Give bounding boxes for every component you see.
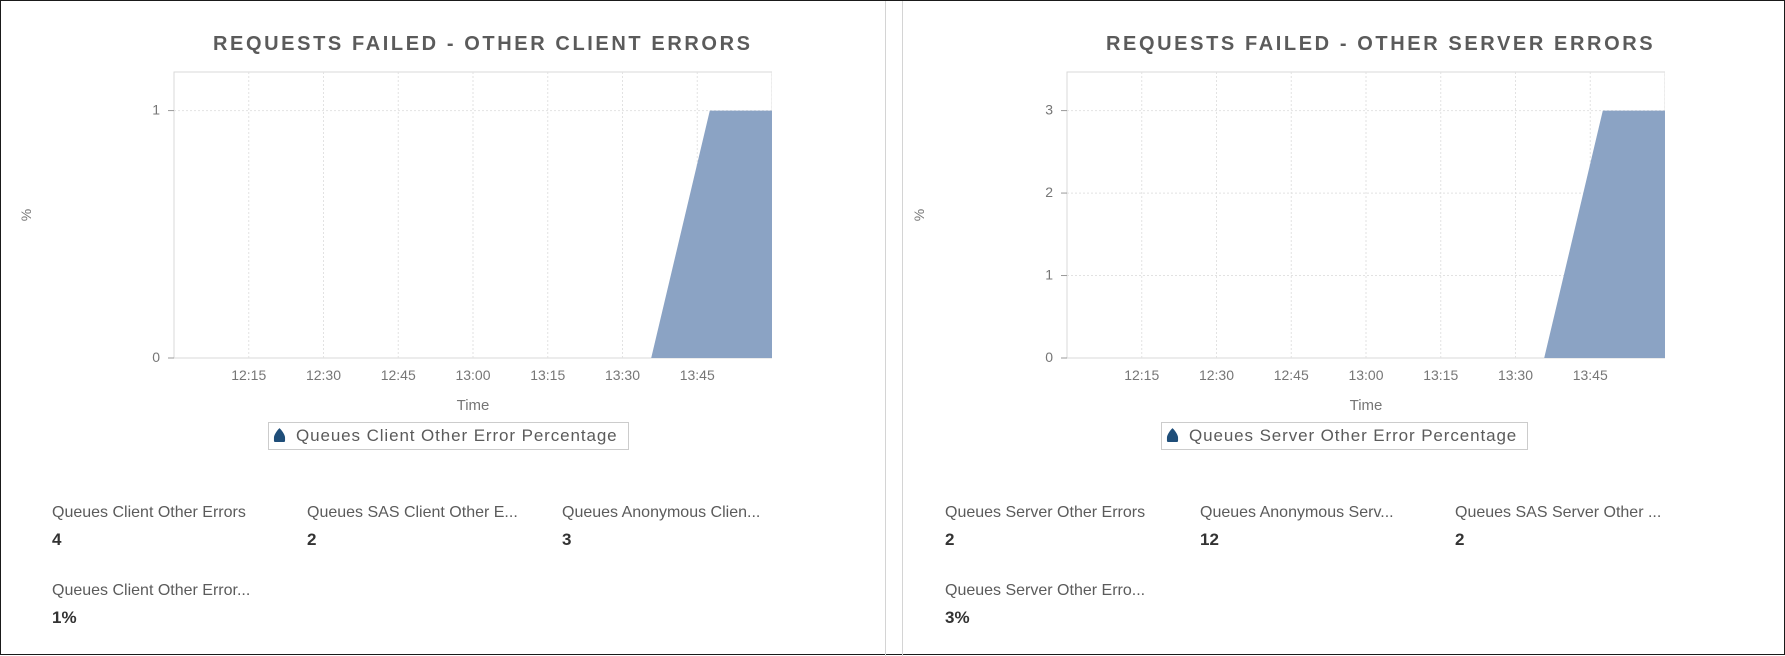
svg-text:13:45: 13:45: [680, 367, 715, 383]
svg-text:13:30: 13:30: [1498, 367, 1533, 383]
svg-text:12:30: 12:30: [306, 367, 341, 383]
svg-text:13:15: 13:15: [530, 367, 565, 383]
svg-text:13:30: 13:30: [605, 367, 640, 383]
svg-text:13:45: 13:45: [1573, 367, 1608, 383]
svg-text:1: 1: [152, 102, 160, 118]
svg-text:12:30: 12:30: [1199, 367, 1234, 383]
svg-text:2: 2: [1045, 184, 1053, 200]
svg-text:13:00: 13:00: [1348, 367, 1383, 383]
svg-text:%: %: [18, 209, 34, 221]
svg-text:1: 1: [1045, 267, 1053, 283]
svg-text:12:15: 12:15: [1124, 367, 1159, 383]
svg-text:13:00: 13:00: [455, 367, 490, 383]
svg-text:3: 3: [1045, 102, 1053, 118]
svg-text:%: %: [911, 209, 927, 221]
svg-text:0: 0: [1045, 349, 1053, 365]
svg-text:12:45: 12:45: [1274, 367, 1309, 383]
svg-text:12:45: 12:45: [381, 367, 416, 383]
svg-text:13:15: 13:15: [1423, 367, 1458, 383]
svg-text:12:15: 12:15: [231, 367, 266, 383]
svg-text:0: 0: [152, 349, 160, 365]
svg-text:Time: Time: [1350, 397, 1383, 414]
svg-text:Time: Time: [457, 397, 490, 414]
